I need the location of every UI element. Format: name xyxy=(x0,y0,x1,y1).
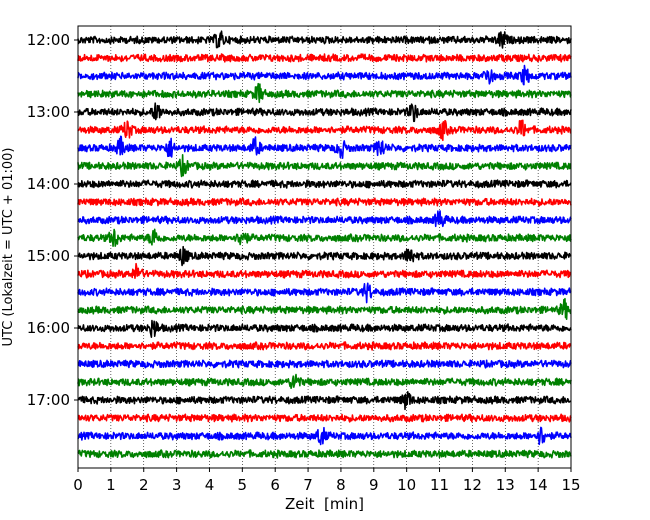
x-tick-label: 0 xyxy=(73,476,83,494)
trace-line xyxy=(77,413,572,423)
x-tick-label: 15 xyxy=(561,476,580,494)
trace-line xyxy=(77,30,572,49)
trace-line xyxy=(77,153,572,178)
x-axis: 0 1 2 3 4 5 6 7 8 9 10 11 12 13 14 15 xyxy=(73,468,581,494)
trace-line xyxy=(77,282,572,304)
trace-line xyxy=(77,210,572,228)
x-tick-label: 2 xyxy=(139,476,149,494)
trace-group xyxy=(77,30,572,459)
x-tick-label: 10 xyxy=(397,476,416,494)
x-tick-label: 3 xyxy=(172,476,182,494)
x-tick-label: 12 xyxy=(463,476,482,494)
y-axis-label: UTC (Lokalzeit = UTC + 01:00) xyxy=(1,148,16,347)
y-tick-label: 13:00 xyxy=(27,103,70,121)
trace-line xyxy=(77,197,572,207)
plot-frame xyxy=(77,25,572,469)
x-tick-label: 11 xyxy=(430,476,449,494)
trace-line xyxy=(77,53,572,63)
x-tick-label: 7 xyxy=(303,476,313,494)
x-tick-label: 9 xyxy=(369,476,379,494)
trace-line xyxy=(77,179,572,189)
y-axis: 12:00 13:00 14:00 15:00 16:00 17:00 xyxy=(27,31,78,409)
trace-line xyxy=(77,102,572,123)
trace-line xyxy=(77,373,572,390)
y-tick-label: 17:00 xyxy=(27,391,70,409)
trace-line xyxy=(77,426,572,446)
trace-line xyxy=(77,119,572,142)
x-axis-label: Zeit [min] xyxy=(285,495,364,513)
trace-line xyxy=(77,359,572,369)
trace-line xyxy=(77,228,572,247)
trace-line xyxy=(77,245,572,267)
trace-line xyxy=(77,341,572,351)
x-tick-label: 8 xyxy=(336,476,346,494)
x-tick-label: 6 xyxy=(270,476,280,494)
x-tick-label: 1 xyxy=(106,476,116,494)
x-tick-label: 5 xyxy=(238,476,248,494)
y-tick-label: 12:00 xyxy=(27,31,70,49)
trace-line xyxy=(77,262,572,279)
y-tick-label: 15:00 xyxy=(27,247,70,265)
x-tick-label: 14 xyxy=(529,476,548,494)
trace-line xyxy=(77,135,572,160)
trace-line xyxy=(77,319,572,338)
trace-line xyxy=(77,82,572,104)
trace-line xyxy=(77,390,572,411)
trace-line xyxy=(77,449,572,459)
trace-line xyxy=(77,64,572,86)
x-tick-label: 4 xyxy=(205,476,215,494)
trace-line xyxy=(77,297,572,320)
x-tick-label: 13 xyxy=(496,476,515,494)
y-tick-label: 16:00 xyxy=(27,319,70,337)
y-tick-label: 14:00 xyxy=(27,175,70,193)
